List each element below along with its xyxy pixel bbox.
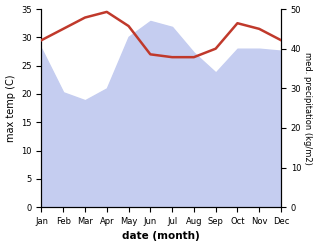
Y-axis label: med. precipitation (kg/m2): med. precipitation (kg/m2) [303, 52, 313, 165]
X-axis label: date (month): date (month) [122, 231, 200, 242]
Y-axis label: max temp (C): max temp (C) [5, 74, 16, 142]
